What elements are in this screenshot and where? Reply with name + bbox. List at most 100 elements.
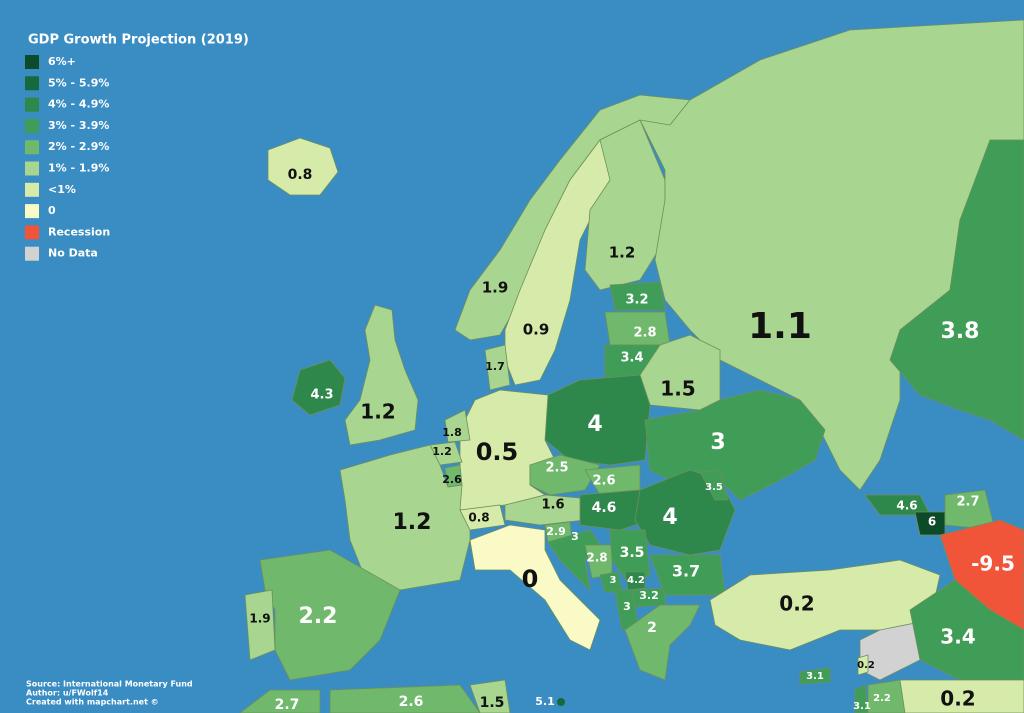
region [709, 559, 941, 651]
region-value: 4 [662, 505, 677, 530]
region-value: 0.8 [288, 167, 313, 183]
region [484, 344, 511, 391]
legend-label: Recession [48, 225, 110, 238]
footer-line: Source: International Monetary Fund [26, 680, 193, 689]
region-value: 3.4 [620, 351, 643, 366]
legend-label: No Data [48, 247, 98, 260]
region-value: 0.8 [468, 511, 489, 525]
region-value: 1.9 [249, 612, 270, 626]
region-value: 1.2 [432, 445, 452, 458]
region-value: 2.6 [442, 473, 462, 486]
region-value: 2.8 [633, 326, 656, 341]
legend-label: <1% [48, 183, 76, 196]
region-value: 2.7 [956, 495, 979, 510]
region [469, 524, 601, 651]
region-value: 2.7 [275, 697, 300, 713]
region [557, 698, 565, 706]
region [469, 679, 511, 713]
region-value: 3.1 [806, 671, 824, 682]
legend-swatch [25, 140, 39, 155]
region-value: 2.6 [399, 694, 424, 710]
region-value: 2.8 [586, 551, 607, 565]
region-value: 3.1 [853, 701, 871, 712]
region-value: 4 [587, 412, 602, 437]
region-value: 0.2 [779, 592, 814, 616]
region [867, 679, 906, 713]
region-value: 3.2 [625, 293, 648, 308]
legend-label: 1% - 1.9% [48, 162, 109, 175]
legend-swatch [25, 182, 39, 197]
region-value: 2.5 [545, 461, 568, 476]
legend-swatch [25, 76, 39, 91]
legend-label: 4% - 4.9% [48, 98, 109, 111]
region-value: -9.5 [971, 552, 1015, 576]
region [624, 571, 646, 591]
region-value: 5.1 [535, 695, 555, 708]
region-value: 2.6 [592, 474, 615, 489]
region [444, 409, 471, 443]
region [609, 281, 666, 311]
region [857, 654, 869, 676]
region [459, 504, 506, 531]
legend-swatch [25, 246, 39, 261]
region [799, 667, 831, 685]
region-value: 1.2 [393, 510, 432, 535]
region-value: 0.9 [523, 321, 550, 339]
region-value: 1.2 [609, 244, 636, 262]
region-value: 3 [610, 575, 617, 586]
footer-line: Created with mapchart.net © [26, 698, 159, 707]
region [909, 579, 1024, 681]
region-value: 1.1 [748, 306, 812, 347]
region-value: 4.6 [592, 500, 617, 516]
region-value: 4.2 [627, 575, 645, 586]
region [239, 689, 321, 713]
region-value: 1.5 [480, 695, 505, 711]
region-value: 3.5 [705, 482, 723, 493]
legend-label: 6%+ [48, 55, 76, 68]
legend-swatch [25, 204, 39, 219]
region [639, 19, 1024, 491]
region [267, 137, 339, 196]
region-value: 3 [623, 600, 631, 613]
region [544, 374, 651, 466]
region-value: 0.5 [476, 438, 519, 466]
region-value: 3.4 [940, 625, 975, 649]
region-value: 2.2 [873, 693, 891, 704]
labels: 0.8 4.3 1.2 1.9 0.9 1.2 1.1 3.8 3.2 2.8 3.4 1.5 4 3 0.… [249, 167, 1015, 713]
region-value: 6 [928, 515, 936, 529]
region [344, 304, 419, 446]
region [889, 139, 1024, 441]
region [639, 334, 721, 411]
region [291, 359, 346, 416]
region [329, 684, 481, 713]
region-value: 0.2 [857, 660, 875, 671]
region [624, 604, 701, 681]
region-value: 2 [647, 620, 657, 636]
region-value: 1.9 [482, 279, 509, 297]
footer: Source: International Monetary FundAutho… [26, 680, 193, 707]
region-value: 3.7 [672, 562, 700, 581]
region [579, 489, 651, 531]
region-value: 2.9 [546, 525, 566, 538]
map-title: GDP Growth Projection (2019) [28, 33, 249, 48]
region-value: 4.3 [310, 388, 333, 403]
region-value: 3 [571, 530, 579, 543]
region-value: 3.2 [639, 589, 659, 602]
region-value: 4.6 [896, 499, 917, 513]
region-value: 3.8 [941, 319, 980, 344]
legend-label: 2% - 2.9% [48, 140, 109, 153]
region-value: 1.2 [360, 400, 395, 424]
region-value: 3 [710, 430, 725, 455]
region-value: 1.8 [442, 426, 462, 439]
region [529, 454, 601, 496]
legend-swatch [25, 55, 39, 69]
region-value: 1.6 [541, 498, 564, 513]
legend: 6%+ 5% - 5.9% 4% - 4.9% 3% - 3.9% 2% - 2.9% 1… [25, 55, 110, 261]
region-value: 3.5 [620, 545, 645, 561]
region [854, 684, 869, 713]
legend-swatch [25, 97, 39, 112]
legend-swatch [25, 118, 39, 133]
legend-label: 3% - 3.9% [48, 119, 109, 132]
region [899, 679, 1024, 713]
